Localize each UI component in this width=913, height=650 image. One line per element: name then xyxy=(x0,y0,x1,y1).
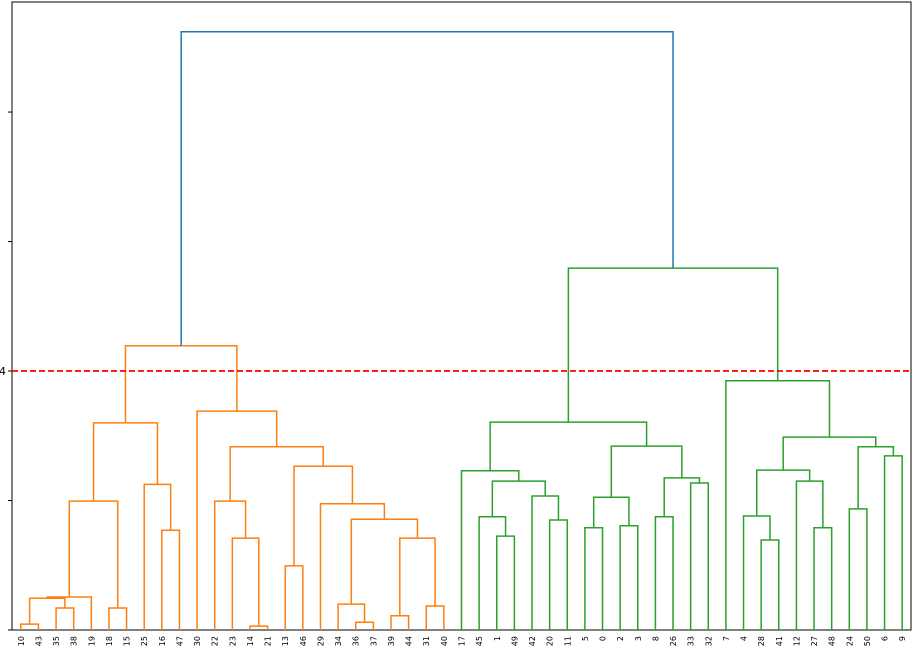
link xyxy=(108,607,128,630)
link xyxy=(663,477,701,517)
leaf-label: 17 xyxy=(458,636,467,646)
link xyxy=(350,518,419,605)
leaf-label: 47 xyxy=(175,636,184,646)
link xyxy=(249,625,269,630)
link xyxy=(20,623,40,630)
leaf-label: 31 xyxy=(422,636,431,646)
link xyxy=(531,495,560,630)
leaf-label: 6 xyxy=(881,636,890,641)
leaf-label: 18 xyxy=(105,636,114,646)
link xyxy=(231,537,260,630)
y-tick-label: 4 xyxy=(0,365,6,378)
link xyxy=(848,508,868,630)
link xyxy=(28,597,66,625)
leaf-label: 0 xyxy=(599,636,608,641)
leaf-label: 2 xyxy=(616,636,625,641)
leaf-label: 16 xyxy=(158,636,167,646)
link xyxy=(491,480,546,517)
leaf-label: 19 xyxy=(87,636,96,646)
leaf-label: 42 xyxy=(528,636,537,646)
link xyxy=(883,455,903,630)
link xyxy=(55,607,75,630)
leaf-label: 46 xyxy=(299,636,308,646)
leaf-label: 48 xyxy=(828,636,837,646)
link xyxy=(496,535,516,630)
link xyxy=(460,469,520,630)
link xyxy=(689,482,710,630)
link xyxy=(92,422,159,502)
link xyxy=(213,500,247,630)
link xyxy=(592,496,630,528)
link xyxy=(143,483,172,630)
link xyxy=(161,529,181,630)
leaf-label: 10 xyxy=(17,636,26,646)
leaf-label: 5 xyxy=(581,636,590,641)
leaf-label: 50 xyxy=(863,636,872,646)
link xyxy=(354,621,375,630)
leaf-label: 22 xyxy=(211,636,220,646)
leaf-label: 3 xyxy=(634,636,643,641)
leaf-label: 38 xyxy=(70,636,79,646)
link xyxy=(180,31,674,346)
leaf-label: 23 xyxy=(228,636,237,646)
leaf-label: 35 xyxy=(52,636,61,646)
link xyxy=(399,537,436,616)
leaf-label: 29 xyxy=(316,636,325,646)
leaf-label: 12 xyxy=(792,636,801,646)
link xyxy=(68,500,119,608)
leaf-label: 1 xyxy=(493,636,502,641)
leaf-label: 13 xyxy=(281,636,290,646)
link xyxy=(284,565,304,630)
link xyxy=(782,436,877,471)
link xyxy=(425,605,445,630)
link xyxy=(390,615,410,630)
leaf-label: 44 xyxy=(405,636,414,646)
leaf-label: 20 xyxy=(546,636,555,646)
leaf-label: 28 xyxy=(757,636,766,646)
link xyxy=(619,525,639,630)
link xyxy=(548,519,569,630)
leaf-label: 33 xyxy=(687,636,696,646)
leaf-label: 24 xyxy=(845,636,854,646)
link xyxy=(229,446,324,502)
link xyxy=(293,465,354,566)
link xyxy=(46,596,93,630)
leaf-label: 37 xyxy=(369,636,378,646)
leaf-label: 14 xyxy=(246,636,255,646)
link xyxy=(584,526,604,630)
leaf-label: 27 xyxy=(810,636,819,646)
link xyxy=(760,539,780,630)
leaf-label: 21 xyxy=(264,636,273,646)
link xyxy=(319,503,386,630)
leaf-label: 32 xyxy=(704,636,713,646)
link xyxy=(196,410,278,630)
leaf-label: 49 xyxy=(510,636,519,646)
leaf-label: 43 xyxy=(34,636,43,646)
leaf-label: 25 xyxy=(140,636,149,646)
leaf-label: 41 xyxy=(775,636,784,646)
leaf-label: 7 xyxy=(722,636,731,641)
leaf-label: 34 xyxy=(334,636,343,646)
leaf-label: 9 xyxy=(898,636,907,641)
link xyxy=(337,603,366,630)
leaf-label: 8 xyxy=(651,636,660,641)
link xyxy=(654,515,674,630)
leaf-label: 26 xyxy=(669,636,678,646)
link xyxy=(795,480,824,630)
link xyxy=(742,515,771,630)
leaf-label: 45 xyxy=(475,636,484,646)
leaf-label: 15 xyxy=(123,636,132,646)
link xyxy=(610,445,683,498)
leaf-label: 36 xyxy=(352,636,361,646)
leaf-label: 30 xyxy=(193,636,202,646)
leaf-label: 11 xyxy=(563,636,572,646)
link xyxy=(478,515,507,630)
link xyxy=(756,469,811,517)
leaf-label: 40 xyxy=(440,636,449,646)
leaf-label: 39 xyxy=(387,636,396,646)
leaf-label: 4 xyxy=(740,636,749,641)
link xyxy=(813,526,833,630)
link xyxy=(567,267,779,423)
